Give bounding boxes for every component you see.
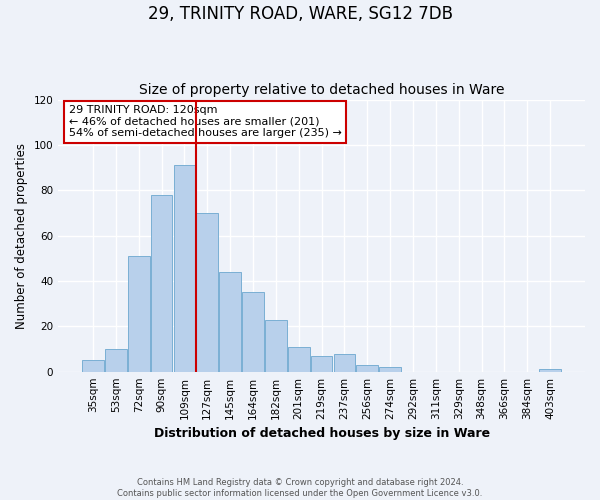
Bar: [105, 349, 127, 372]
Bar: [311, 356, 332, 372]
Bar: [334, 354, 355, 372]
Bar: [288, 346, 310, 372]
Bar: [151, 195, 172, 372]
Bar: [219, 272, 241, 372]
Bar: [173, 166, 195, 372]
Y-axis label: Number of detached properties: Number of detached properties: [15, 142, 28, 328]
Bar: [356, 365, 378, 372]
Title: Size of property relative to detached houses in Ware: Size of property relative to detached ho…: [139, 83, 505, 97]
Bar: [265, 320, 287, 372]
Bar: [379, 367, 401, 372]
Bar: [82, 360, 104, 372]
Bar: [196, 213, 218, 372]
X-axis label: Distribution of detached houses by size in Ware: Distribution of detached houses by size …: [154, 427, 490, 440]
Bar: [128, 256, 149, 372]
Text: Contains HM Land Registry data © Crown copyright and database right 2024.
Contai: Contains HM Land Registry data © Crown c…: [118, 478, 482, 498]
Bar: [242, 292, 264, 372]
Bar: [539, 370, 561, 372]
Text: 29, TRINITY ROAD, WARE, SG12 7DB: 29, TRINITY ROAD, WARE, SG12 7DB: [148, 5, 452, 23]
Text: 29 TRINITY ROAD: 120sqm
← 46% of detached houses are smaller (201)
54% of semi-d: 29 TRINITY ROAD: 120sqm ← 46% of detache…: [69, 105, 341, 138]
